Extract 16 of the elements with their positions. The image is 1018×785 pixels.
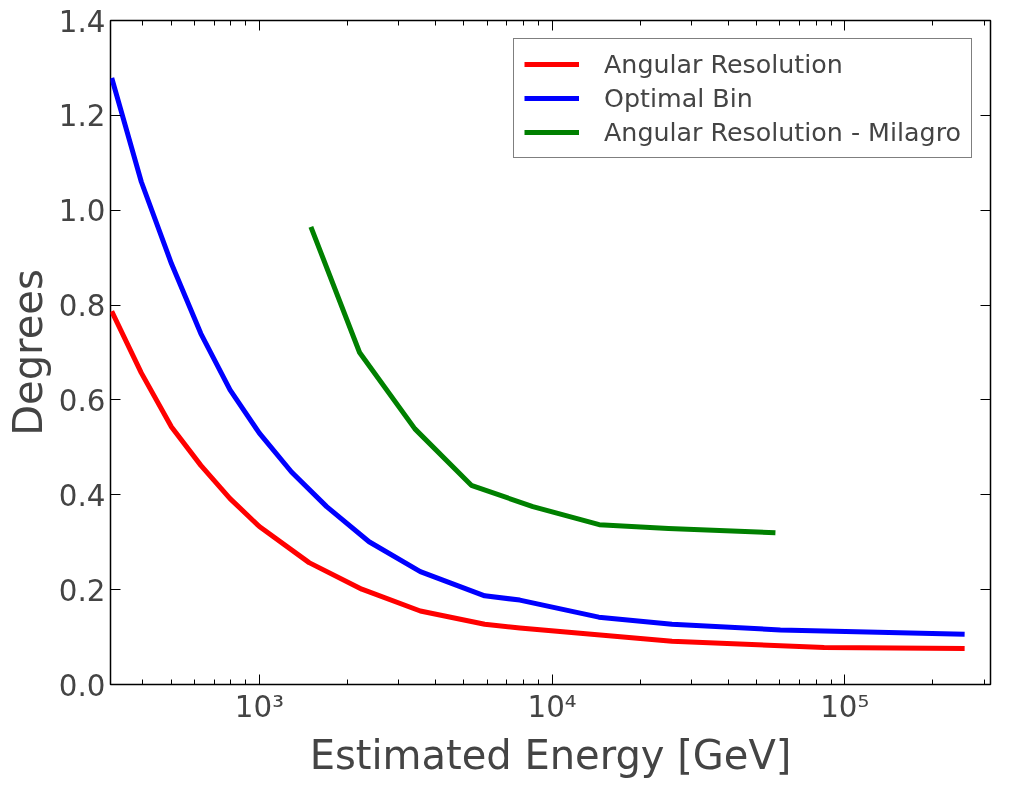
y-tick-label: 1.4 [58, 4, 106, 39]
y-tick-label: 1.2 [58, 99, 106, 134]
x-axis-title: Estimated Energy [GeV] [309, 731, 792, 778]
y-tick-label: 1.0 [58, 194, 106, 229]
legend-label: Angular Resolution - Milagro [604, 117, 961, 147]
y-axis-title: Degrees [4, 269, 51, 436]
y-tick-label: 0.0 [58, 668, 106, 703]
legend-label: Optimal Bin [604, 83, 753, 113]
y-tick-label: 0.2 [58, 573, 106, 608]
y-tick-label: 0.4 [58, 478, 106, 513]
y-tick-label: 0.8 [58, 289, 106, 324]
y-tick-label: 0.6 [58, 383, 106, 418]
x-tick-label: 10³ [234, 689, 284, 724]
x-tick-label: 10⁵ [820, 689, 870, 724]
legend-label: Angular Resolution [604, 49, 843, 79]
x-tick-label: 10⁴ [527, 689, 577, 724]
